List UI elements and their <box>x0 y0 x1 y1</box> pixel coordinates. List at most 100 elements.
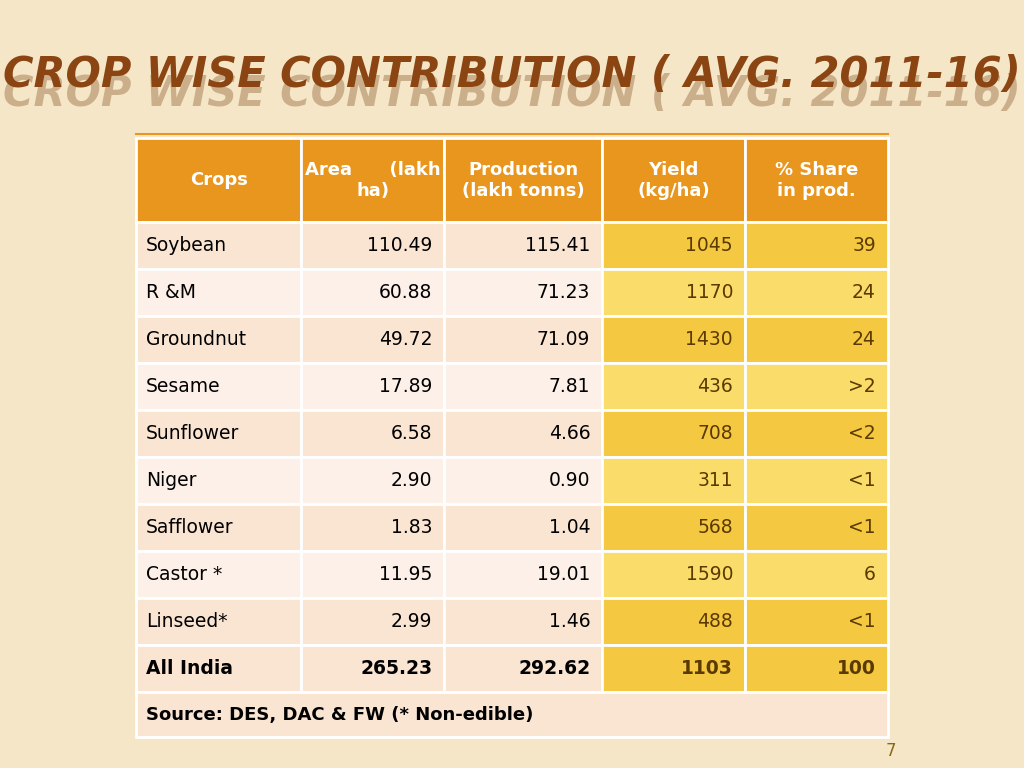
Text: 1045: 1045 <box>685 236 733 255</box>
FancyBboxPatch shape <box>136 316 301 363</box>
FancyBboxPatch shape <box>136 138 301 222</box>
Text: % Share
in prod.: % Share in prod. <box>775 161 858 200</box>
FancyBboxPatch shape <box>444 505 602 551</box>
FancyBboxPatch shape <box>602 410 745 457</box>
Text: Yield
(kg/ha): Yield (kg/ha) <box>637 161 710 200</box>
FancyBboxPatch shape <box>444 551 602 598</box>
FancyBboxPatch shape <box>745 363 888 410</box>
FancyBboxPatch shape <box>444 316 602 363</box>
Text: 6.58: 6.58 <box>391 424 432 443</box>
Text: 7: 7 <box>886 743 896 760</box>
Text: 49.72: 49.72 <box>379 330 432 349</box>
Text: 6: 6 <box>864 565 876 584</box>
Text: 60.88: 60.88 <box>379 283 432 302</box>
Text: 115.41: 115.41 <box>525 236 590 255</box>
FancyBboxPatch shape <box>602 645 745 693</box>
Text: 0.90: 0.90 <box>549 472 590 490</box>
FancyBboxPatch shape <box>602 316 745 363</box>
Text: 568: 568 <box>697 518 733 538</box>
Text: Castor *: Castor * <box>145 565 222 584</box>
Text: 1.46: 1.46 <box>549 612 590 631</box>
Text: 1590: 1590 <box>686 565 733 584</box>
Text: 24: 24 <box>852 330 876 349</box>
FancyBboxPatch shape <box>444 363 602 410</box>
Text: Groundnut: Groundnut <box>145 330 246 349</box>
FancyBboxPatch shape <box>301 645 444 693</box>
Text: Source: DES, DAC & FW (* Non-edible): Source: DES, DAC & FW (* Non-edible) <box>145 706 534 723</box>
FancyBboxPatch shape <box>301 505 444 551</box>
FancyBboxPatch shape <box>745 410 888 457</box>
FancyBboxPatch shape <box>602 363 745 410</box>
Text: 292.62: 292.62 <box>518 660 590 678</box>
FancyBboxPatch shape <box>602 457 745 505</box>
Text: 100: 100 <box>837 660 876 678</box>
Text: 2.99: 2.99 <box>391 612 432 631</box>
FancyBboxPatch shape <box>602 138 745 222</box>
FancyBboxPatch shape <box>745 645 888 693</box>
Text: 1430: 1430 <box>685 330 733 349</box>
FancyBboxPatch shape <box>745 138 888 222</box>
FancyBboxPatch shape <box>602 598 745 645</box>
Text: 265.23: 265.23 <box>360 660 432 678</box>
FancyBboxPatch shape <box>136 363 301 410</box>
Text: 488: 488 <box>697 612 733 631</box>
Text: 311: 311 <box>697 472 733 490</box>
Text: Sesame: Sesame <box>145 377 220 396</box>
FancyBboxPatch shape <box>136 645 301 693</box>
FancyBboxPatch shape <box>602 269 745 316</box>
FancyBboxPatch shape <box>136 693 888 737</box>
Text: <2: <2 <box>848 424 876 443</box>
FancyBboxPatch shape <box>444 222 602 269</box>
Text: R &M: R &M <box>145 283 196 302</box>
FancyBboxPatch shape <box>301 222 444 269</box>
FancyBboxPatch shape <box>745 222 888 269</box>
FancyBboxPatch shape <box>136 222 301 269</box>
FancyBboxPatch shape <box>301 410 444 457</box>
FancyBboxPatch shape <box>444 138 602 222</box>
Text: CROP WISE CONTRIBUTION ( AVG. 2011-16): CROP WISE CONTRIBUTION ( AVG. 2011-16) <box>3 73 1021 115</box>
FancyBboxPatch shape <box>444 598 602 645</box>
Text: <1: <1 <box>848 612 876 631</box>
FancyBboxPatch shape <box>136 598 301 645</box>
Text: >2: >2 <box>848 377 876 396</box>
FancyBboxPatch shape <box>136 505 301 551</box>
FancyBboxPatch shape <box>301 598 444 645</box>
Text: Sunflower: Sunflower <box>145 424 239 443</box>
FancyBboxPatch shape <box>745 316 888 363</box>
Text: Production
(lakh tonns): Production (lakh tonns) <box>462 161 585 200</box>
FancyBboxPatch shape <box>301 138 444 222</box>
FancyBboxPatch shape <box>602 222 745 269</box>
FancyBboxPatch shape <box>602 551 745 598</box>
Text: 1.04: 1.04 <box>549 518 590 538</box>
Text: 1.83: 1.83 <box>391 518 432 538</box>
FancyBboxPatch shape <box>745 505 888 551</box>
FancyBboxPatch shape <box>301 316 444 363</box>
Text: 110.49: 110.49 <box>367 236 432 255</box>
FancyBboxPatch shape <box>301 363 444 410</box>
Text: Safflower: Safflower <box>145 518 233 538</box>
Text: 24: 24 <box>852 283 876 302</box>
Text: Crops: Crops <box>189 171 248 189</box>
Text: Soybean: Soybean <box>145 236 226 255</box>
Text: 11.95: 11.95 <box>379 565 432 584</box>
Text: 71.23: 71.23 <box>537 283 590 302</box>
FancyBboxPatch shape <box>301 457 444 505</box>
FancyBboxPatch shape <box>136 269 301 316</box>
Text: 19.01: 19.01 <box>537 565 590 584</box>
FancyBboxPatch shape <box>136 457 301 505</box>
Text: 17.89: 17.89 <box>379 377 432 396</box>
FancyBboxPatch shape <box>745 457 888 505</box>
Text: All India: All India <box>145 660 232 678</box>
Text: 71.09: 71.09 <box>537 330 590 349</box>
FancyBboxPatch shape <box>136 410 301 457</box>
FancyBboxPatch shape <box>301 551 444 598</box>
FancyBboxPatch shape <box>136 551 301 598</box>
FancyBboxPatch shape <box>745 598 888 645</box>
FancyBboxPatch shape <box>602 505 745 551</box>
FancyBboxPatch shape <box>745 551 888 598</box>
FancyBboxPatch shape <box>745 269 888 316</box>
FancyBboxPatch shape <box>444 269 602 316</box>
FancyBboxPatch shape <box>444 457 602 505</box>
Text: 1170: 1170 <box>686 283 733 302</box>
Text: 39: 39 <box>852 236 876 255</box>
